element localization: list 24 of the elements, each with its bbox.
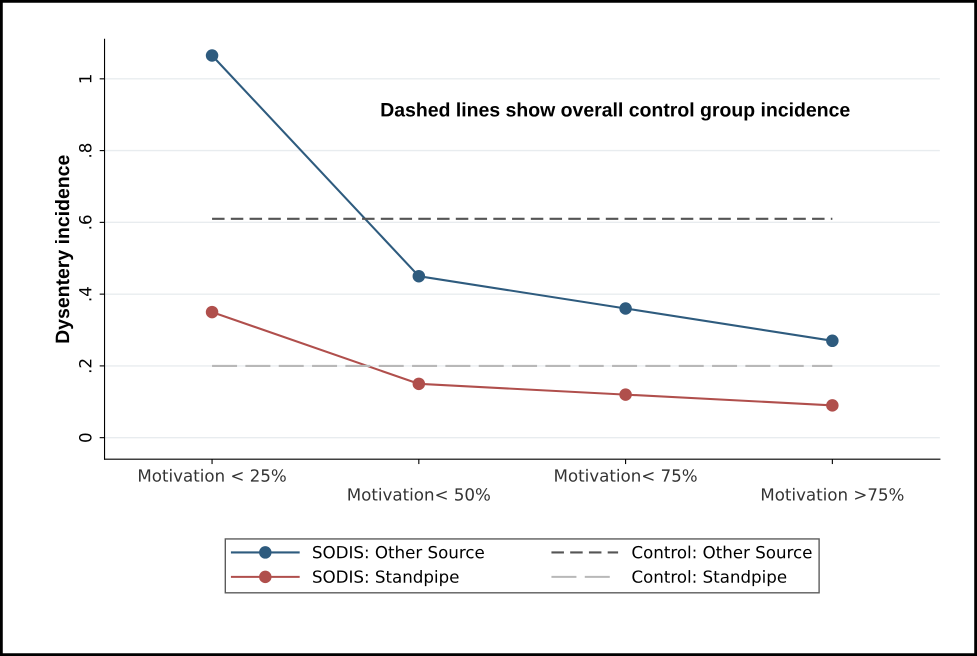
- point: [412, 270, 426, 282]
- annotation: Dashed lines show overall control group incidence: [382, 102, 850, 121]
- y-axis-title: Dysentery incidence: [55, 155, 74, 343]
- x-tick-label: Motivation < 25%: [139, 468, 286, 482]
- point: [619, 388, 632, 401]
- x-tick-label: Motivation< 50%: [348, 488, 490, 501]
- x-tick-label: Motivation >75%: [762, 488, 904, 501]
- point: [206, 306, 218, 318]
- y-tick-label: .2: [78, 360, 92, 372]
- point: [206, 49, 218, 62]
- legend-label: SODIS: Standpipe: [313, 570, 459, 586]
- y-tick-label: 1: [79, 75, 92, 82]
- legend-label: Control: Standpipe: [632, 570, 786, 586]
- point: [412, 378, 426, 390]
- point: [619, 302, 632, 315]
- legend-label: Control: Other Source: [632, 546, 812, 558]
- legend-label: SODIS: Other Source: [313, 546, 484, 558]
- y-tick-label: .6: [78, 215, 92, 229]
- x-tick-label: Motivation< 75%: [555, 468, 697, 482]
- point: [826, 399, 839, 412]
- y-tick-label: .8: [78, 144, 92, 157]
- y-tick-label: 0: [78, 433, 92, 442]
- y-tick-label: .4: [79, 287, 92, 300]
- point: [826, 334, 839, 348]
